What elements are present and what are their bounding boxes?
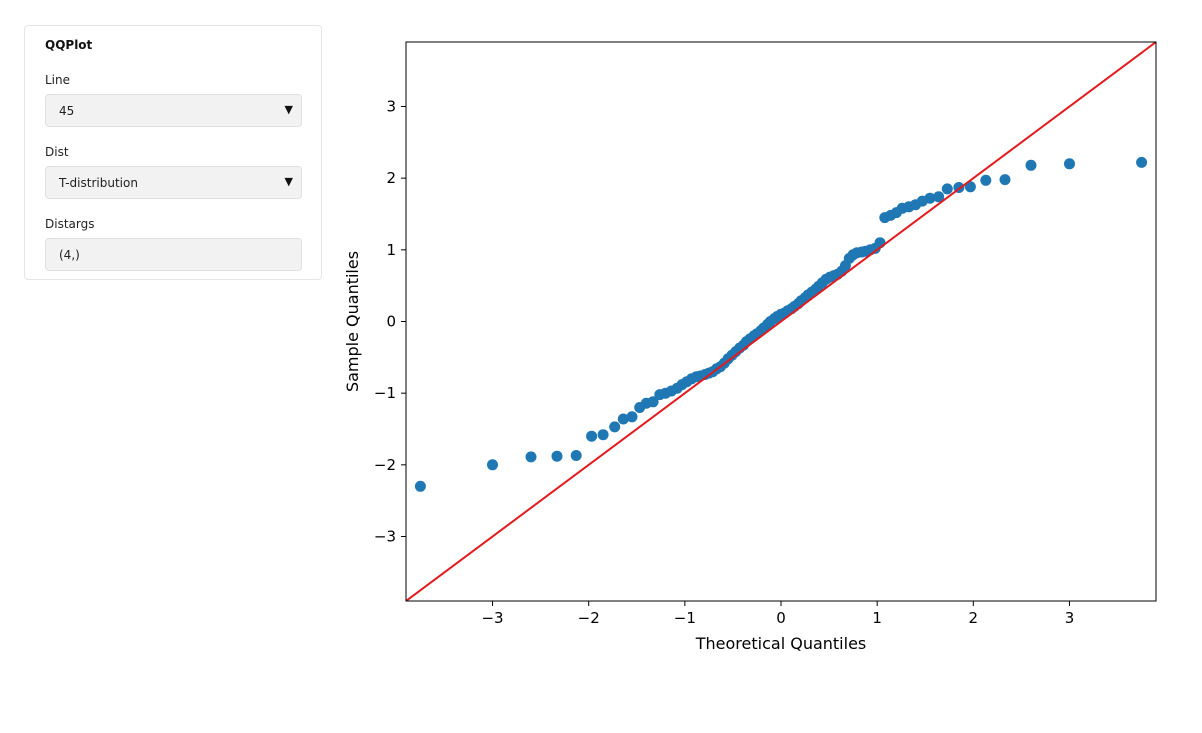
distargs-label: Distargs — [45, 217, 95, 231]
caret-down-icon: ▼ — [284, 175, 293, 188]
qq-plot: −3 −2 −1 0 1 2 3 −3 −2 −1 0 1 2 3 Theoretical Quantile… — [343, 41, 1157, 653]
data-point — [647, 396, 659, 408]
data-point — [980, 174, 992, 186]
data-point — [1064, 158, 1075, 170]
data-point — [525, 451, 537, 463]
x-tick-label: −3 — [481, 609, 503, 627]
dist-select-value: T-distribution — [59, 176, 138, 190]
data-point — [924, 192, 936, 204]
y-tick-label: −3 — [374, 528, 396, 546]
data-point — [487, 459, 498, 471]
data-point — [617, 413, 629, 425]
x-tick-label: −2 — [578, 609, 600, 627]
x-tick-label: 0 — [776, 609, 786, 627]
data-point — [570, 450, 582, 461]
data-point — [586, 430, 598, 442]
x-tick-label: 1 — [872, 609, 882, 627]
distargs-input[interactable] — [45, 238, 302, 271]
y-tick-label: −1 — [374, 384, 396, 402]
dist-label: Dist — [45, 145, 69, 159]
data-point — [933, 191, 945, 203]
qqplot-settings-panel: QQPlot Line 45 ▼ Dist T-distribution ▼ D… — [24, 25, 322, 280]
dist-select[interactable]: T-distribution ▼ — [45, 166, 302, 199]
data-point — [964, 181, 976, 193]
x-tick-label: 2 — [969, 609, 979, 627]
line-select[interactable]: 45 ▼ — [45, 94, 302, 127]
data-point — [414, 480, 426, 492]
y-axis-label: Sample Quantiles — [343, 251, 362, 392]
data-point — [941, 183, 953, 195]
y-tick-label: 2 — [386, 169, 396, 187]
data-point — [999, 174, 1011, 186]
panel-title: QQPlot — [45, 38, 93, 52]
data-point — [551, 450, 563, 462]
y-tick-label: 0 — [386, 313, 396, 331]
data-point — [626, 411, 638, 423]
data-point — [1136, 156, 1148, 168]
line-label: Line — [45, 73, 71, 87]
line-select-value: 45 — [59, 104, 75, 118]
caret-down-icon: ▼ — [284, 103, 293, 116]
reference-line — [406, 42, 1156, 601]
y-tick-label: 3 — [386, 98, 396, 116]
y-tick-label: 1 — [386, 241, 396, 259]
x-tick-label: 3 — [1065, 609, 1075, 627]
x-axis-label: Theoretical Quantiles — [695, 634, 867, 653]
data-point — [609, 421, 621, 433]
y-tick-label: −2 — [374, 456, 396, 474]
data-point — [597, 429, 609, 441]
x-tick-label: −1 — [674, 609, 696, 627]
data-point — [1025, 159, 1037, 171]
